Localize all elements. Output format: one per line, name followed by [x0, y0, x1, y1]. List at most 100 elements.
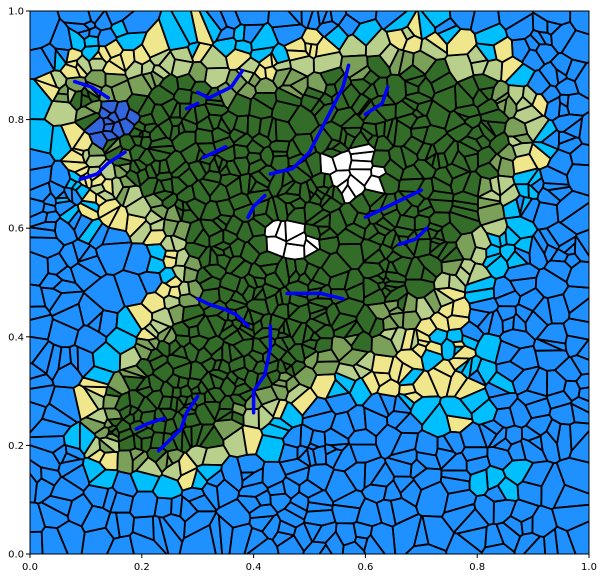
terrain-cell — [141, 18, 171, 59]
terrain-cell — [540, 84, 562, 104]
terrain-cell — [360, 370, 381, 396]
terrain-cell — [182, 266, 200, 284]
terrain-cell — [118, 117, 136, 136]
terrain-cell — [458, 135, 483, 153]
terrain-cell — [57, 458, 85, 478]
terrain-cell — [368, 274, 385, 285]
terrain-cell — [342, 333, 360, 347]
terrain-cell — [343, 132, 357, 151]
terrain-cell — [185, 444, 208, 468]
terrain-cell — [194, 346, 213, 365]
terrain-cell — [289, 491, 310, 512]
terrain-cell — [409, 395, 442, 426]
terrain-cell — [452, 507, 490, 535]
terrain-cell — [374, 11, 409, 31]
terrain-cell — [49, 69, 68, 90]
terrain-cell — [30, 197, 46, 219]
terrain-cell — [303, 222, 322, 241]
terrain-cell — [529, 29, 547, 46]
y-tick: 0.8 — [8, 115, 30, 126]
terrain-cell — [30, 400, 47, 434]
x-tick: 0.6 — [357, 554, 373, 573]
terrain-cell — [208, 229, 225, 248]
terrain-cell — [74, 165, 91, 178]
terrain-cell — [242, 23, 266, 44]
terrain-cell — [385, 410, 411, 430]
terrain-cell — [40, 466, 62, 487]
terrain-cell — [198, 160, 211, 175]
terrain-cell — [512, 312, 528, 333]
terrain-cell — [208, 246, 219, 266]
terrain-cell — [521, 84, 538, 107]
terrain-cell — [55, 190, 69, 200]
river — [363, 85, 390, 116]
y-tick: 0.2 — [8, 441, 30, 452]
terrain-cell — [78, 376, 110, 389]
y-axis: 0.0 0.2 0.4 0.6 0.8 1.0 — [8, 7, 30, 561]
terrain-cell — [159, 177, 174, 194]
terrain-cell — [440, 337, 456, 362]
terrain-cell — [141, 129, 151, 139]
terrain-cell — [314, 188, 327, 201]
terrain-cell — [570, 402, 589, 425]
river — [78, 150, 127, 182]
terrain-cell — [263, 219, 283, 238]
terrain-cell — [110, 120, 126, 139]
terrain-cell — [311, 360, 341, 376]
terrain-cell — [373, 103, 397, 122]
terrain-cell — [323, 427, 350, 447]
terrain-cell — [508, 397, 533, 429]
y-tick-label: 0.8 — [8, 115, 24, 126]
terrain-cell — [77, 217, 104, 245]
terrain-cell — [115, 511, 136, 539]
terrain-cell — [52, 92, 70, 104]
terrain-cell — [179, 495, 199, 523]
terrain-cell — [158, 516, 184, 554]
terrain-cell — [359, 238, 382, 263]
terrain-cell — [40, 286, 63, 313]
terrain-cell — [404, 543, 448, 554]
terrain-cell — [551, 503, 589, 532]
y-tick-label: 0.0 — [8, 550, 24, 561]
terrain-cell — [309, 331, 322, 342]
terrain-cell — [203, 67, 231, 89]
terrain-cell — [375, 423, 403, 460]
terrain-cell — [274, 118, 297, 143]
river — [134, 416, 166, 431]
terrain-cell — [51, 302, 85, 332]
terrain-cell — [219, 271, 242, 293]
terrain-cell — [570, 395, 589, 414]
terrain-cell — [190, 468, 208, 491]
river-network — [72, 63, 429, 453]
terrain-cell — [348, 159, 374, 171]
terrain-cell — [215, 144, 236, 163]
terrain-cell — [76, 345, 96, 379]
terrain-cell — [504, 225, 522, 246]
terrain-cell — [177, 395, 189, 407]
terrain-cell — [191, 179, 212, 206]
terrain-cell — [577, 386, 589, 403]
terrain-cell — [80, 504, 112, 534]
terrain-cell — [395, 214, 416, 232]
terrain-cell — [260, 397, 281, 418]
terrain-cell — [566, 520, 589, 554]
terrain-cell — [275, 179, 297, 198]
terrain-cell — [501, 198, 521, 220]
terrain-cell — [214, 497, 252, 529]
terrain-cell — [150, 306, 175, 328]
river — [397, 226, 429, 247]
terrain-cell — [170, 11, 199, 45]
y-tick: 1.0 — [8, 7, 30, 18]
terrain-cell — [231, 382, 253, 396]
terrain-cell — [498, 328, 536, 350]
terrain-cell — [40, 526, 69, 554]
terrain-cell — [569, 421, 589, 452]
terrain-cell — [324, 448, 344, 470]
terrain-cell — [427, 189, 455, 203]
terrain-cell — [385, 28, 408, 51]
terrain-cell — [503, 94, 518, 120]
terrain-cell — [487, 370, 517, 395]
terrain-cell — [277, 443, 299, 464]
terrain-cell — [293, 365, 318, 389]
